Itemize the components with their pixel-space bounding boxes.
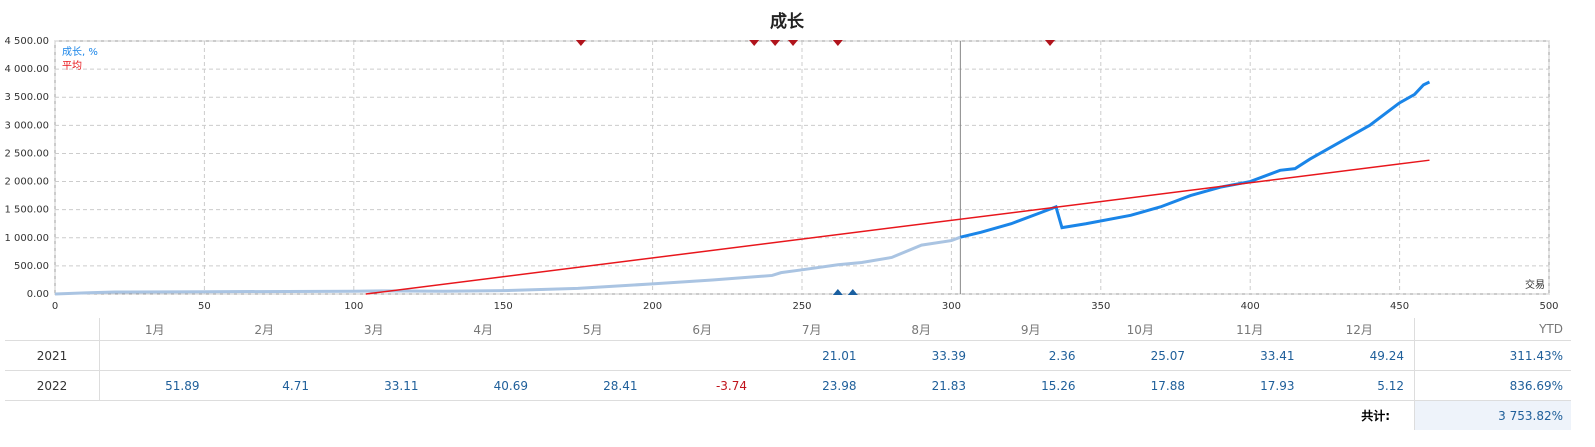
top-marker (749, 40, 760, 46)
total-value: 3 753.82% (1414, 400, 1571, 430)
month-value (647, 340, 757, 371)
month-value: 33.11 (319, 370, 429, 401)
ytd-value: 311.43% (1414, 340, 1571, 371)
month-header: 1月 (99, 318, 210, 341)
x-tick-label: 0 (52, 301, 58, 312)
x-tick-label: 50 (198, 301, 211, 312)
total-row: 共计: 3 753.82% (5, 400, 1571, 431)
corner-cell (5, 318, 100, 341)
month-value: 21.01 (757, 340, 867, 371)
x-tick-label: 400 (1241, 301, 1260, 312)
month-value: 2.36 (976, 340, 1086, 371)
month-value: 17.93 (1195, 370, 1305, 401)
year-cell: 2021 (5, 340, 100, 371)
monthly-table: 1月 2月 3月 4月 5月 6月 7月 8月 9月 10月 11月 12月 YTD 2021 21.01 3… (5, 318, 1571, 430)
month-value: 21.83 (866, 370, 976, 401)
y-tick-label: 500.00 (14, 261, 49, 272)
month-header: YTD (1414, 318, 1571, 341)
month-header: 2月 (209, 318, 319, 341)
month-header: 11月 (1195, 318, 1305, 341)
month-value (538, 340, 648, 371)
x-tick-label: 300 (942, 301, 961, 312)
chart: 成长 0.00 500.00 1 000.00 1 500.00 2 000.00 2 5… (4, 11, 1558, 312)
growth-line-past (54, 235, 961, 296)
x-tick-label: 350 (1091, 301, 1110, 312)
month-header: 4月 (428, 318, 538, 341)
month-value (319, 340, 429, 371)
y-tick-label: 1 500.00 (4, 205, 49, 216)
month-value: 51.89 (99, 370, 210, 401)
y-tick-label: 3 500.00 (4, 92, 49, 103)
table-row: 2021 21.01 33.39 2.36 25.07 33.41 49.24 311.43% (5, 340, 1571, 371)
x-tick-label: 450 (1390, 301, 1409, 312)
x-tick-label: 500 (1539, 301, 1558, 312)
month-value: 33.41 (1195, 340, 1305, 371)
month-header: 7月 (757, 318, 867, 341)
average-line (365, 159, 1430, 295)
legend-label: 平均 (62, 60, 82, 72)
y-tick-label: 4 000.00 (4, 64, 49, 75)
top-marker (575, 40, 586, 46)
top-marker (832, 40, 843, 46)
month-header: 9月 (976, 318, 1086, 341)
month-value: 25.07 (1085, 340, 1195, 371)
month-header: 3月 (319, 318, 429, 341)
total-label: 共计: (1361, 409, 1390, 423)
y-tick-label: 4 500.00 (4, 36, 49, 47)
chart-title: 成长 (770, 11, 805, 32)
month-value: 23.98 (757, 370, 867, 401)
month-value: 17.88 (1085, 370, 1195, 401)
top-marker (788, 40, 799, 46)
y-tick-label: 0.00 (27, 289, 49, 300)
x-tick-label: 100 (344, 301, 363, 312)
month-value (99, 340, 210, 371)
month-value: 33.39 (866, 340, 976, 371)
y-tick-label: 2 000.00 (4, 177, 49, 188)
table-row: 2022 51.89 4.71 33.11 40.69 28.41 -3.74 23.98 21… (5, 370, 1571, 401)
y-tick-label: 1 000.00 (4, 233, 49, 244)
growth-line (960, 80, 1431, 239)
month-header: 10月 (1085, 318, 1195, 341)
year-cell: 2022 (5, 370, 100, 401)
month-header: 12月 (1304, 318, 1415, 341)
month-value (428, 340, 538, 371)
y-tick-label: 3 000.00 (4, 120, 49, 131)
month-value: 28.41 (538, 370, 648, 401)
spacer: 共计: (5, 401, 1415, 431)
month-value: 40.69 (428, 370, 538, 401)
x-tick-label: 150 (494, 301, 513, 312)
month-value: -3.74 (647, 370, 757, 401)
x-axis-label: 交易 (1525, 278, 1545, 291)
month-header: 5月 (538, 318, 648, 341)
top-marker (770, 40, 781, 46)
y-tick-label: 2 500.00 (4, 148, 49, 159)
month-value (209, 340, 319, 371)
top-marker (1045, 40, 1056, 46)
bottom-marker (832, 289, 843, 295)
month-header: 8月 (866, 318, 976, 341)
table-header: 1月 2月 3月 4月 5月 6月 7月 8月 9月 10月 11月 12月 YTD (5, 318, 1571, 341)
legend-label: 成长, % (62, 46, 98, 58)
x-tick-label: 200 (643, 301, 662, 312)
month-value: 4.71 (209, 370, 319, 401)
ytd-value: 836.69% (1414, 370, 1571, 401)
x-tick-label: 250 (792, 301, 811, 312)
month-value: 5.12 (1304, 370, 1415, 401)
month-header: 6月 (647, 318, 757, 341)
bottom-marker (847, 289, 858, 295)
month-value: 49.24 (1304, 340, 1415, 371)
month-value: 15.26 (976, 370, 1086, 401)
